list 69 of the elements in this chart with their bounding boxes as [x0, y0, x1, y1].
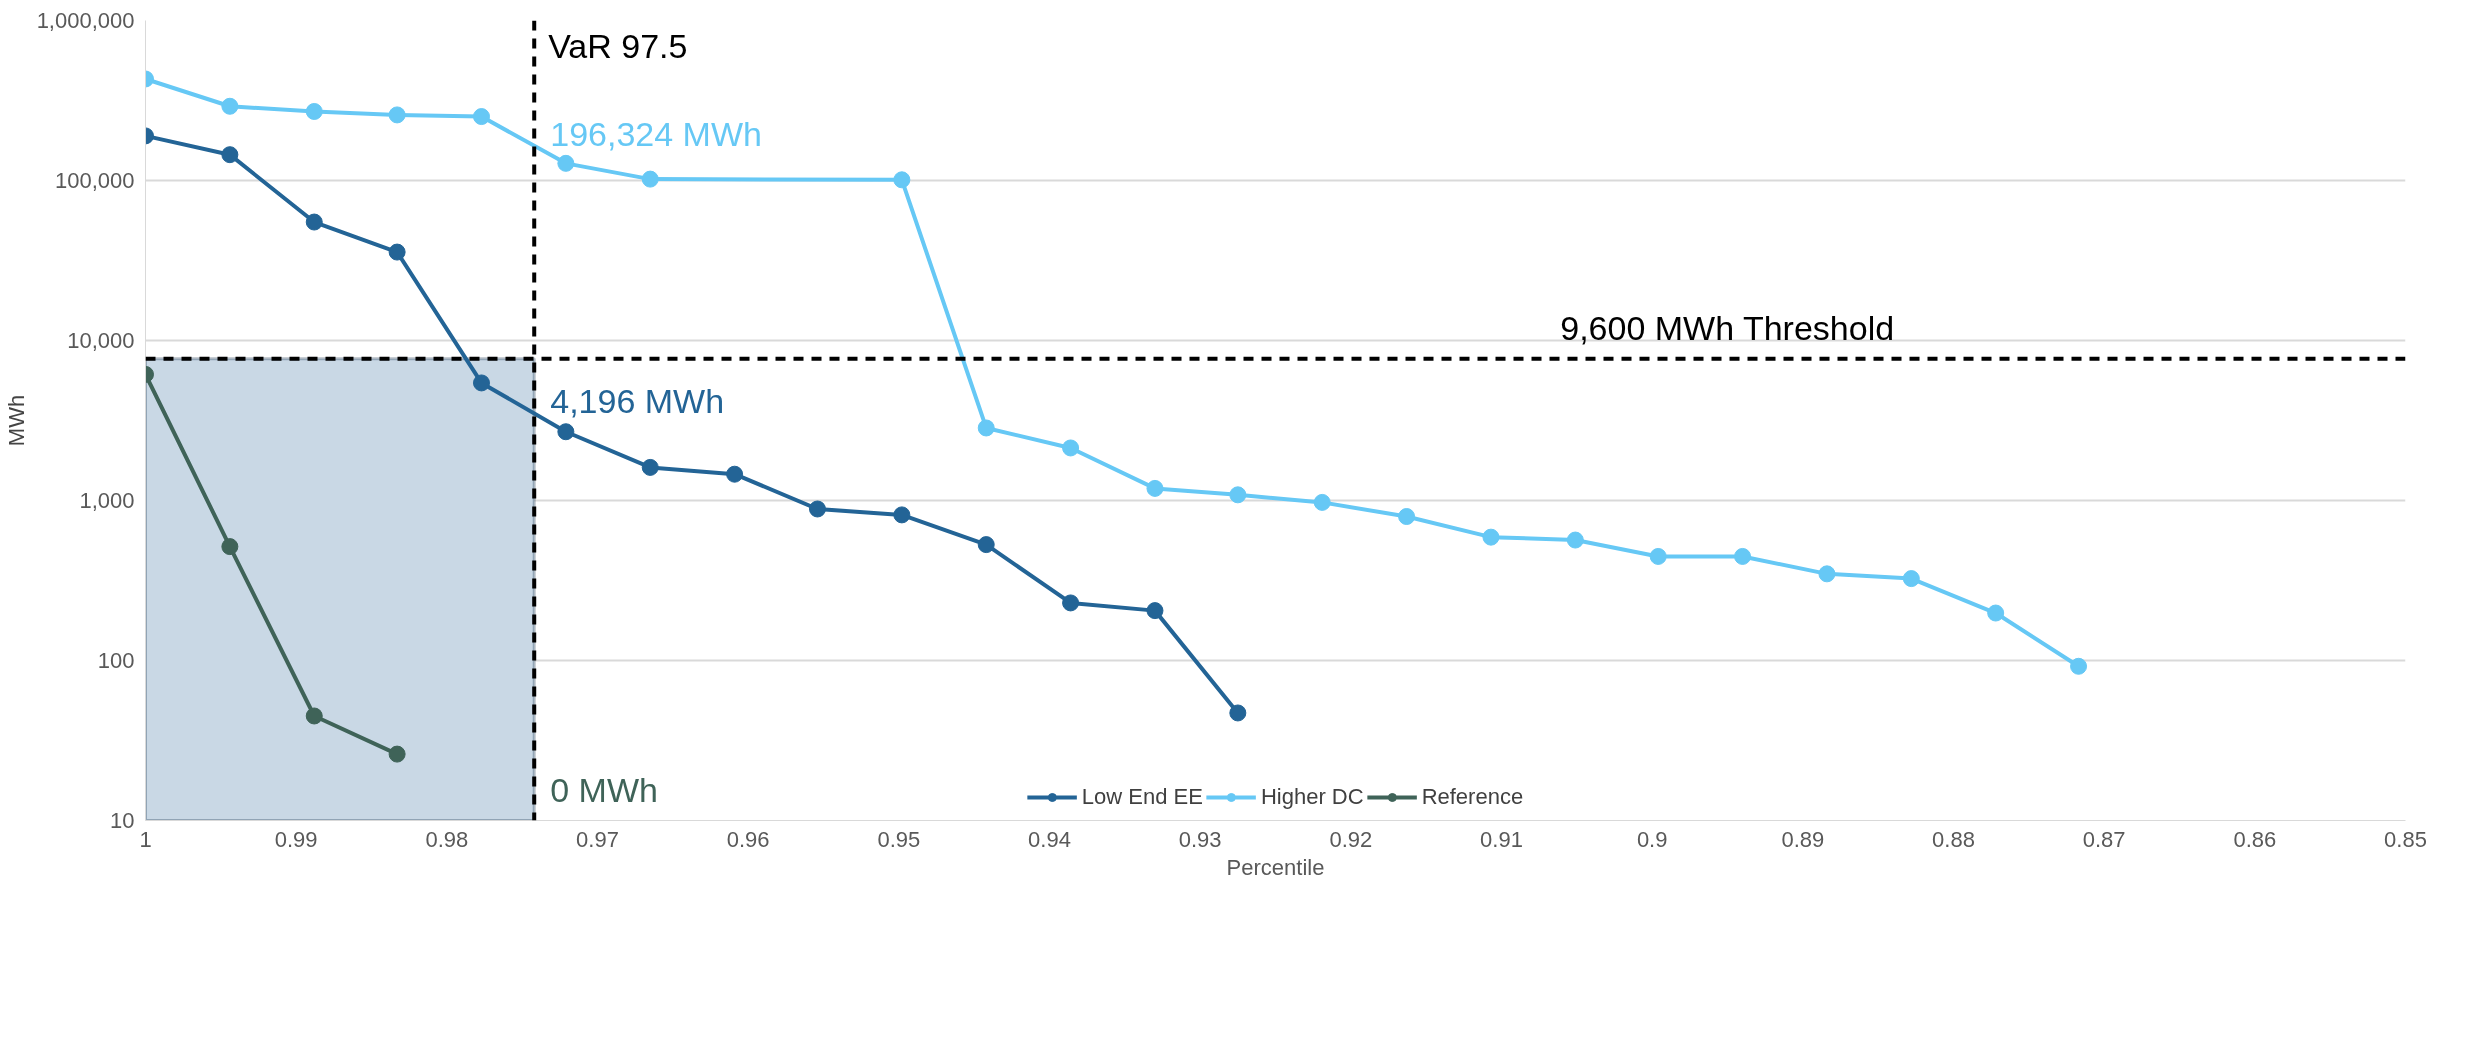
x-axis-title: Percentile [1226, 854, 1325, 880]
point [977, 536, 995, 554]
point [472, 374, 490, 392]
point [1229, 704, 1247, 722]
point [1649, 547, 1667, 565]
ref-line-label: VaR 97.5 [548, 26, 688, 65]
annotation: 196,324 MWh [550, 114, 762, 153]
point [221, 146, 239, 164]
point [1398, 508, 1416, 526]
x-tick-label: 1 [139, 826, 152, 852]
point [1902, 570, 1920, 588]
y-tick-label: 10 [110, 808, 135, 833]
x-tick-label: 0.87 [2082, 826, 2126, 852]
point [1818, 565, 1836, 583]
y-axis-title: MWh [3, 394, 29, 447]
point [1482, 528, 1500, 546]
point [1229, 486, 1247, 504]
y-tick-label: 1,000 [79, 488, 135, 513]
point [557, 423, 575, 441]
y-tick-label: 1,000,000 [36, 8, 135, 33]
ref-line-label: 9,600 MWh Threshold [1560, 308, 1895, 347]
y-tick-label: 10,000 [67, 328, 135, 353]
x-tick-label: 0.88 [1932, 826, 1975, 852]
legend-label: Reference [1421, 784, 1524, 810]
x-tick-label: 0.9 [1636, 826, 1668, 852]
point [1566, 531, 1584, 549]
point [305, 707, 323, 725]
point [1062, 439, 1080, 457]
legend-label: Low End EE [1081, 784, 1203, 810]
point [1146, 479, 1164, 497]
x-tick-label: 0.99 [274, 826, 318, 852]
y-tick-label: 100 [97, 648, 135, 673]
x-tick-label: 0.89 [1781, 826, 1825, 852]
x-tick-label: 0.93 [1178, 826, 1222, 852]
point [977, 419, 995, 437]
point [2070, 657, 2088, 675]
point [1146, 602, 1164, 620]
point [1987, 604, 2005, 622]
point [388, 745, 406, 763]
point [221, 97, 239, 115]
point [472, 108, 490, 126]
y-tick-label: 100,000 [54, 168, 135, 193]
annotation: 0 MWh [550, 770, 658, 809]
x-tick-label: 0.96 [726, 826, 770, 852]
legend-label: Higher DC [1260, 784, 1364, 810]
point [388, 106, 406, 124]
point [641, 170, 659, 188]
point [893, 506, 911, 524]
point [557, 154, 575, 172]
point [221, 538, 239, 556]
point [893, 171, 911, 189]
point [1062, 594, 1080, 612]
point [305, 213, 323, 231]
x-tick-label: 0.95 [877, 826, 921, 852]
point [726, 465, 744, 483]
x-tick-label: 0.97 [576, 826, 619, 852]
x-tick-label: 0.86 [2233, 826, 2277, 852]
point [1313, 493, 1331, 511]
x-tick-label: 0.91 [1480, 826, 1523, 852]
point [641, 458, 659, 476]
annotation: 4,196 MWh [550, 381, 725, 420]
x-tick-label: 0.94 [1028, 826, 1071, 852]
point [808, 500, 826, 518]
x-tick-label: 0.85 [2384, 826, 2427, 852]
point [1734, 547, 1752, 565]
x-tick-label: 0.92 [1329, 826, 1373, 852]
x-tick-label: 0.98 [425, 826, 469, 852]
point [305, 103, 323, 120]
point [388, 243, 406, 261]
